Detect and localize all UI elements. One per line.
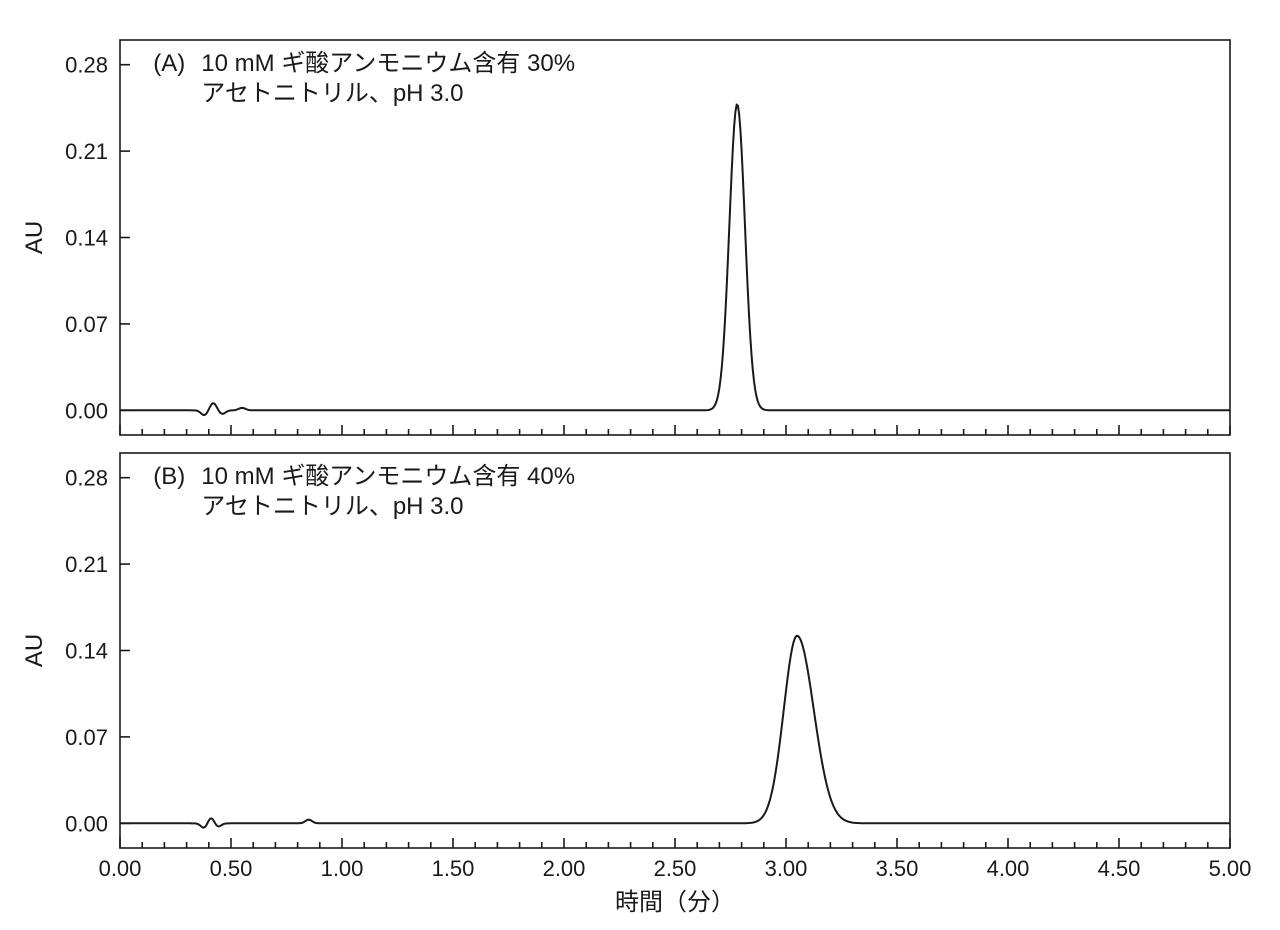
chromatogram-figure: 0.00 0.07 0.14 0.21 0.28 AU (A) 10 mM ギ酸アンモニウム含…	[0, 0, 1280, 930]
y-axis-label-B: AU	[21, 634, 48, 667]
x-tick-label: 1.50	[432, 856, 475, 881]
y-tick-label: 0.28	[65, 53, 108, 78]
y-tick-label: 0.00	[65, 398, 108, 423]
x-tick-label: 4.50	[1098, 856, 1141, 881]
x-tick-label: 5.00	[1209, 856, 1252, 881]
chromatogram-trace-A	[120, 105, 1230, 415]
y-tick-label: 0.07	[65, 312, 108, 337]
x-tick-label: 4.00	[987, 856, 1030, 881]
y-tick-label: 0.14	[65, 226, 108, 251]
y-tick-label: 0.21	[65, 139, 108, 164]
x-tick-label: 2.50	[654, 856, 697, 881]
panel-annotation-line2-B: アセトニトリル、pH 3.0	[201, 493, 463, 520]
x-tick-label: 2.00	[543, 856, 586, 881]
x-tick-label: 3.00	[765, 856, 808, 881]
panel-annotation-line1-B: 10 mM ギ酸アンモニウム含有 40%	[201, 463, 575, 490]
x-tick-label: 1.00	[321, 856, 364, 881]
panel-annotation-line2-A: アセトニトリル、pH 3.0	[201, 80, 463, 107]
chromatogram-trace-B	[120, 636, 1230, 828]
y-tick-label: 0.21	[65, 552, 108, 577]
x-tick-label: 0.00	[99, 856, 142, 881]
chromatogram-svg: 0.00 0.07 0.14 0.21 0.28 AU (A) 10 mM ギ酸アンモニウム含…	[0, 0, 1280, 930]
x-axis-label: 時間（分）	[615, 889, 735, 916]
x-tick-label: 3.50	[876, 856, 919, 881]
panel-letter-A: (A)	[153, 50, 185, 77]
x-tick-label: 0.50	[210, 856, 253, 881]
y-axis-label-A: AU	[21, 221, 48, 254]
y-tick-label: 0.07	[65, 725, 108, 750]
panel-annotation-line1-A: 10 mM ギ酸アンモニウム含有 30%	[201, 50, 575, 77]
y-tick-label: 0.14	[65, 639, 108, 664]
panel-letter-B: (B)	[153, 463, 185, 490]
y-tick-label: 0.28	[65, 466, 108, 491]
y-tick-label: 0.00	[65, 811, 108, 836]
